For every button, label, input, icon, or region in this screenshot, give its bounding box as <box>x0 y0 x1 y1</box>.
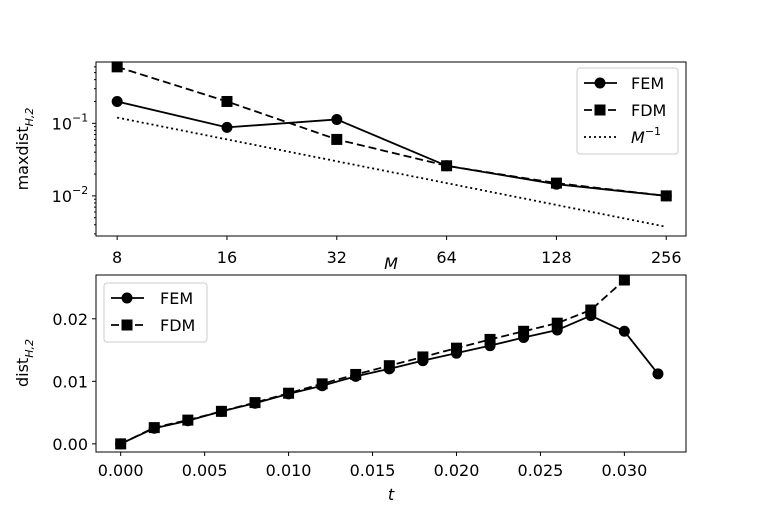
top-x-tick-label: 32 <box>327 248 347 267</box>
bottom-x-tick-label: 0.005 <box>182 461 228 480</box>
top-legend-marker <box>594 104 606 116</box>
top-point-1-2 <box>331 133 343 145</box>
top-point-1-3 <box>441 160 453 172</box>
top-point-1-1 <box>221 95 233 107</box>
top-x-tick-label: 16 <box>217 248 237 267</box>
top-y-tick-exponent: −1 <box>72 111 88 124</box>
top-point-1-5 <box>660 190 672 202</box>
bottom-point-1-7 <box>350 368 362 380</box>
bottom-x-tick-label: 0.010 <box>266 461 312 480</box>
bottom-x-tick-label: 0.020 <box>434 461 480 480</box>
bottom-legend-marker <box>121 319 133 331</box>
bottom-y-tick-label: 0.00 <box>52 435 88 454</box>
top-point-1-0 <box>111 61 123 73</box>
bottom-point-1-2 <box>182 414 194 426</box>
top-point-0-2 <box>331 113 343 125</box>
top-x-tick-label: 64 <box>436 248 456 267</box>
top-x-tick-label: 256 <box>651 248 682 267</box>
top-legend-box <box>576 67 679 155</box>
bottom-x-tick-label: 0.030 <box>601 461 647 480</box>
bottom-x-tick-label: 0.025 <box>518 461 564 480</box>
bottom-point-1-14 <box>585 304 597 316</box>
top-legend-label: FEM <box>631 74 664 93</box>
bottom-y-axis-label: distH,2 <box>13 339 36 387</box>
top-point-0-0 <box>111 95 123 107</box>
top-axes-frame <box>95 61 687 237</box>
top-legend-label: FDM <box>631 101 666 120</box>
top-y-tick-exponent: −2 <box>72 184 88 197</box>
top-x-tick-label: 128 <box>541 248 572 267</box>
bottom-point-1-1 <box>148 422 160 434</box>
chart-dist-vs-t: 0.000 0.005 0.010 0.015 0.020 0.025 0.030 0.00 0… <box>13 274 687 504</box>
top-x-axis-label: M <box>384 254 398 273</box>
top-x-tick-label: 8 <box>112 248 122 267</box>
bottom-point-1-10 <box>450 342 462 354</box>
bottom-point-1-13 <box>551 317 563 329</box>
bottom-point-1-8 <box>383 360 395 372</box>
bottom-point-1-3 <box>215 405 227 417</box>
bottom-axes-frame <box>95 274 687 453</box>
bottom-legend-marker <box>121 292 133 304</box>
top-y-axis-label: maxdistH,2 <box>13 108 36 191</box>
bottom-x-tick-label: 0.015 <box>350 461 396 480</box>
bottom-legend: FEM FDM <box>103 282 208 343</box>
bottom-series-layer <box>115 274 664 450</box>
bottom-point-1-9 <box>417 351 429 363</box>
top-point-1-4 <box>550 177 562 189</box>
bottom-legend-label: FDM <box>160 316 195 335</box>
bottom-ticks-layer: 0.000 0.005 0.010 0.015 0.020 0.025 0.030 0.00 0… <box>52 310 647 480</box>
bottom-point-1-5 <box>283 387 295 399</box>
top-series-line-1 <box>116 65 667 197</box>
bottom-legend-label: FEM <box>160 289 193 308</box>
top-y-tick-label: 10 <box>52 114 72 133</box>
bottom-series-line-1 <box>120 279 625 445</box>
bottom-point-1-0 <box>115 438 127 450</box>
top-series-line-2 <box>116 116 667 228</box>
top-y-tick-label: 10 <box>52 187 72 206</box>
bottom-y-tick-label: 0.02 <box>52 310 88 329</box>
bottom-y-tick-label: 0.01 <box>52 372 88 391</box>
bottom-x-tick-label: 0.000 <box>98 461 144 480</box>
bottom-point-1-4 <box>249 397 261 409</box>
bottom-point-1-12 <box>518 325 530 337</box>
bottom-point-1-15 <box>618 274 630 286</box>
bottom-x-axis-label: t <box>388 485 395 504</box>
bottom-point-0-15 <box>618 325 630 337</box>
bottom-point-1-11 <box>484 333 496 345</box>
bottom-point-0-16 <box>652 368 664 380</box>
top-series-layer <box>111 61 672 228</box>
top-legend-marker <box>594 77 606 89</box>
bottom-point-1-6 <box>316 378 328 390</box>
top-point-0-1 <box>221 121 233 133</box>
